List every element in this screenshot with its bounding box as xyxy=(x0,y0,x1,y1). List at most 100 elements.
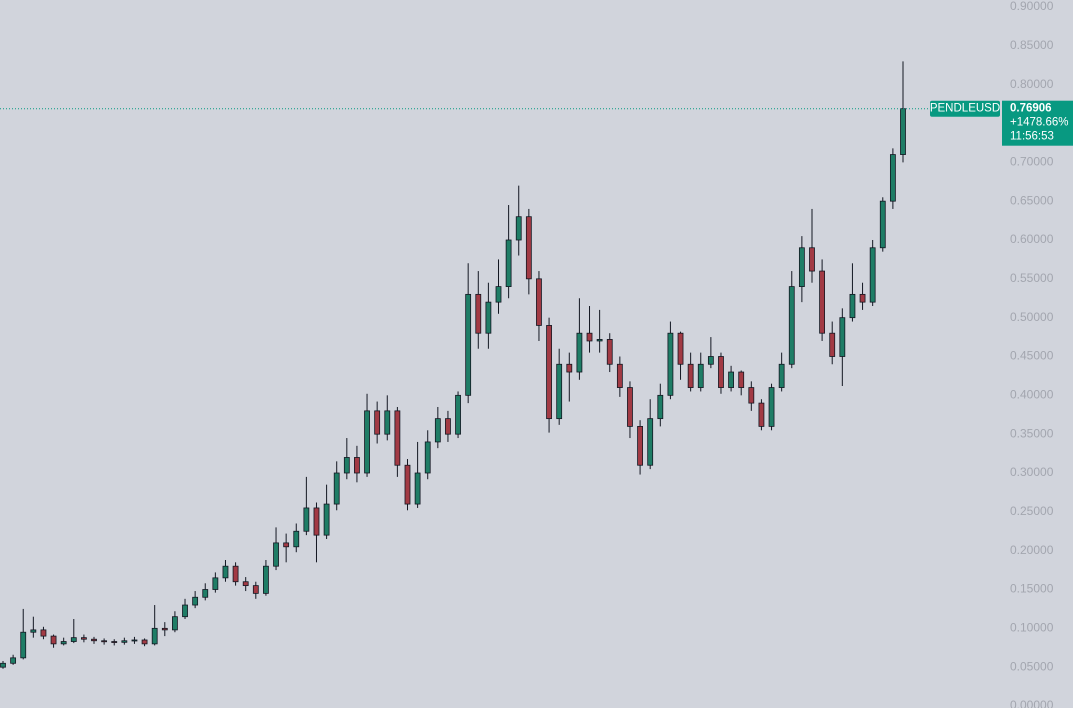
candle-body xyxy=(900,108,906,155)
candle-body xyxy=(788,286,795,365)
candle-body xyxy=(536,278,542,326)
candle-body xyxy=(586,332,593,342)
candle-body xyxy=(111,641,118,643)
candle-body xyxy=(70,637,77,642)
candle-body xyxy=(242,581,249,587)
candle-body xyxy=(364,410,370,474)
candle-body xyxy=(50,635,57,645)
candle-body xyxy=(869,247,876,303)
candle-body xyxy=(485,301,492,334)
y-tick-label: 0.35000 xyxy=(1010,426,1054,440)
candle-body xyxy=(677,332,684,365)
candle-body xyxy=(131,639,138,642)
candle-body xyxy=(505,239,512,287)
candle-body xyxy=(91,638,97,642)
y-tick-label: 0.25000 xyxy=(1010,504,1054,518)
candle-body xyxy=(445,418,451,435)
y-tick-label: 0.10000 xyxy=(1010,621,1054,635)
candle-body xyxy=(172,616,178,631)
candle-body xyxy=(889,154,896,202)
y-tick-label: 0.55000 xyxy=(1010,271,1054,285)
y-tick-label: 0.15000 xyxy=(1010,582,1054,596)
candle-body xyxy=(182,604,188,618)
candle-body xyxy=(758,402,765,427)
candle-body xyxy=(475,293,482,334)
candle-body xyxy=(141,639,148,645)
candle-body xyxy=(839,317,846,357)
candle-body xyxy=(596,339,603,342)
price-box xyxy=(1002,100,1073,146)
candle-body xyxy=(323,503,330,536)
y-tick-label: 0.05000 xyxy=(1010,659,1054,673)
candle-body xyxy=(455,394,461,435)
candle-body xyxy=(20,631,27,659)
y-tick-label: 0.60000 xyxy=(1010,232,1054,246)
candle-body xyxy=(616,363,623,388)
candle-body xyxy=(222,565,229,579)
candle-body xyxy=(60,641,67,645)
candle-body xyxy=(576,332,583,373)
candle-body xyxy=(313,507,320,536)
candle-body xyxy=(101,640,108,643)
candle-body xyxy=(465,293,472,396)
candle-body xyxy=(374,410,381,435)
countdown-label: 11:56:53 xyxy=(1010,131,1054,143)
candle-body xyxy=(283,542,290,548)
candle-body xyxy=(434,418,441,443)
change-label: +1478.66% xyxy=(1010,117,1069,129)
candle-body xyxy=(151,627,158,645)
candle-body xyxy=(192,596,199,606)
candle-body xyxy=(354,457,360,474)
y-tick-label: 0.80000 xyxy=(1010,77,1054,91)
candle-body xyxy=(546,325,552,420)
candle-body xyxy=(566,363,573,373)
last-price-label: 0.76906 xyxy=(1010,103,1052,115)
candle-body xyxy=(202,589,209,598)
candle-body xyxy=(778,363,785,388)
candle-body xyxy=(394,410,401,466)
candle-body xyxy=(343,457,350,474)
candle-body xyxy=(80,637,87,640)
symbol-tag: PENDLEUSD xyxy=(930,103,1000,115)
candle-body xyxy=(273,542,279,567)
candle-body xyxy=(30,629,37,633)
candle-body xyxy=(657,394,664,420)
candle-body xyxy=(637,425,643,466)
candle-body xyxy=(667,332,674,396)
candle-body xyxy=(718,356,724,388)
y-tick-label: 0.90000 xyxy=(1010,0,1054,13)
candle-body xyxy=(232,565,239,583)
candle-body xyxy=(303,507,310,532)
candle-body xyxy=(293,530,300,548)
candle-body xyxy=(697,363,704,388)
candle-body xyxy=(819,270,826,334)
candle-body xyxy=(414,472,421,505)
y-tick-label: 0.70000 xyxy=(1010,155,1054,169)
candle-body xyxy=(121,640,128,643)
candle-body xyxy=(859,293,866,303)
candle-body xyxy=(879,200,886,249)
candle-body xyxy=(556,363,563,420)
symbol-tag-bg xyxy=(930,100,1000,117)
candle-body xyxy=(728,371,734,388)
candle-body xyxy=(647,418,654,466)
candle-body xyxy=(687,363,694,388)
candle-body xyxy=(738,371,745,388)
candle-body xyxy=(606,339,613,365)
candle-body xyxy=(0,662,6,668)
y-tick-label: 0.65000 xyxy=(1010,193,1054,207)
candle-body xyxy=(495,286,502,303)
candle-body xyxy=(707,356,714,365)
candle-body xyxy=(849,293,856,319)
candle-body xyxy=(515,216,522,241)
candle-body xyxy=(627,387,633,427)
candle-body xyxy=(768,387,775,427)
candle-body xyxy=(333,472,340,505)
y-tick-label: 0.50000 xyxy=(1010,310,1054,324)
candle-body xyxy=(829,332,836,357)
candle-body xyxy=(384,410,391,435)
candle-body xyxy=(161,627,168,631)
y-tick-label: 0.30000 xyxy=(1010,465,1054,479)
candle-body xyxy=(404,464,411,505)
